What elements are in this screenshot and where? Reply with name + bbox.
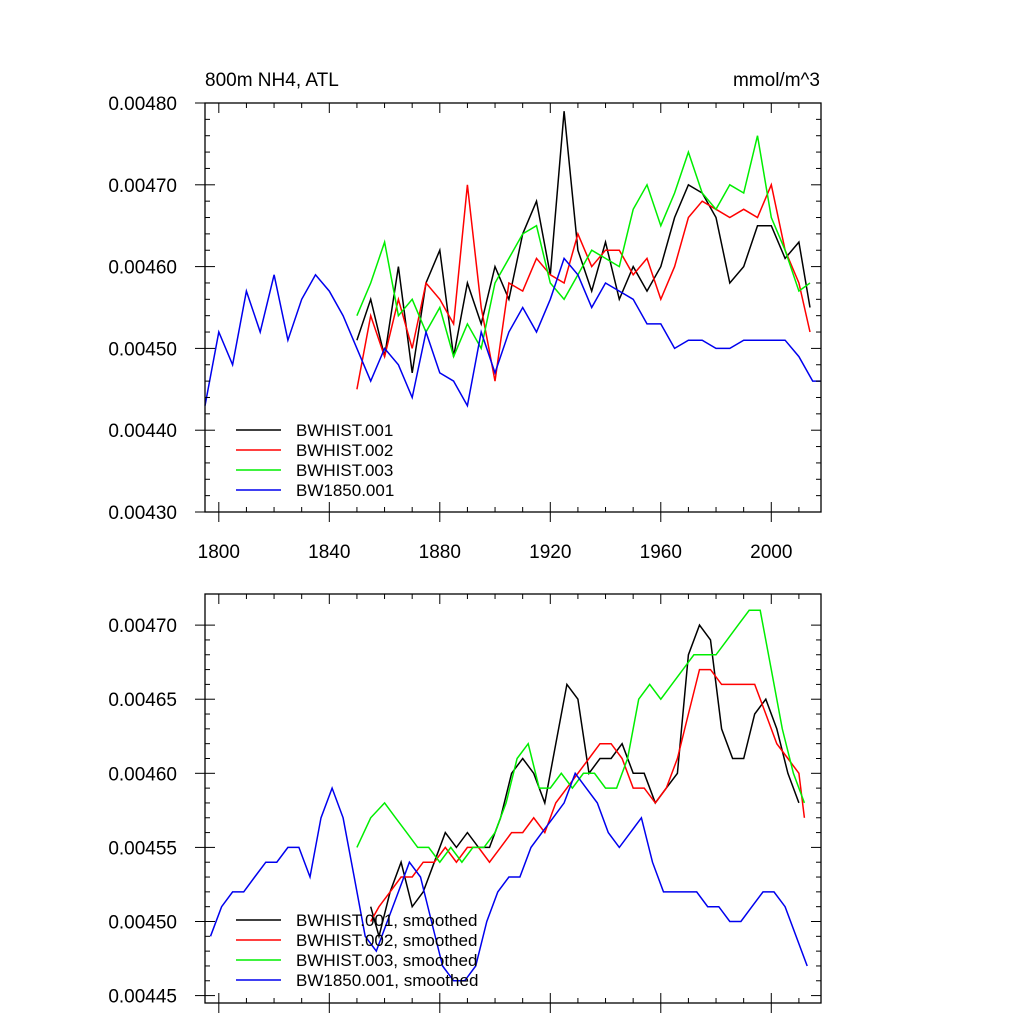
bottom-axes: 0.00445 0.00450 0.00455 0.00460 0.00465 0.004… (108, 594, 821, 1013)
x-tick-label: 1960 (640, 542, 682, 563)
legend-label: BWHIST.002 (296, 441, 393, 460)
top-panel: 800m NH4, ATL mmol/m^3 1800 1840 1880 1920 1… (108, 70, 822, 563)
series-line-4 (204, 256, 821, 408)
x-tick-label: 1880 (419, 542, 461, 563)
x-tick-label: 2000 (750, 542, 792, 563)
series-line-1 (369, 623, 800, 940)
y-tick-label: 0.00450 (108, 912, 177, 933)
bottom-plot-frame (204, 593, 822, 1004)
y-tick-label: 0.00470 (108, 176, 177, 197)
x-tick-label: 1920 (529, 542, 571, 563)
top-panel-title: 800m NH4, ATL (205, 70, 339, 91)
legend-label: BW1850.001, smoothed (296, 971, 478, 990)
y-tick-label: 0.00445 (108, 987, 177, 1008)
series-line-1 (356, 111, 811, 374)
y-tick-label: 0.00455 (108, 838, 177, 859)
legend-label: BWHIST.001, smoothed (296, 911, 477, 930)
y-tick-label: 0.00450 (108, 339, 177, 360)
legend-label: BWHIST.003, smoothed (296, 951, 477, 970)
x-tick-label: 1840 (308, 542, 350, 563)
legend-label: BWHIST.001 (296, 421, 393, 440)
top-panel-units: mmol/m^3 (733, 70, 820, 91)
series-line-2 (370, 668, 806, 922)
series-line-3 (356, 609, 806, 864)
x-tick-label: 1800 (198, 542, 240, 563)
y-tick-label: 0.00430 (108, 503, 177, 524)
legend-label: BWHIST.003 (296, 461, 393, 480)
top-series-layer (204, 111, 821, 408)
y-tick-label: 0.00470 (108, 616, 177, 637)
y-tick-label: 0.00480 (108, 94, 177, 115)
y-tick-label: 0.00465 (108, 690, 177, 711)
series-line-4 (209, 771, 808, 982)
top-axes: 1800 1840 1880 1920 1960 2000 0.00430 0.00440 0.… (108, 94, 821, 563)
y-tick-label: 0.00440 (108, 421, 177, 442)
legend-label: BWHIST.002, smoothed (296, 931, 477, 950)
legend-label: BW1850.001 (296, 481, 394, 500)
bottom-panel: 0.00445 0.00450 0.00455 0.00460 0.00465 0.004… (108, 593, 822, 1013)
series-line-2 (356, 182, 811, 390)
top-plot-frame (204, 102, 822, 513)
y-tick-label: 0.00460 (108, 258, 177, 279)
bottom-series-layer (209, 609, 808, 982)
y-tick-label: 0.00460 (108, 764, 177, 785)
series-line-3 (356, 135, 811, 359)
